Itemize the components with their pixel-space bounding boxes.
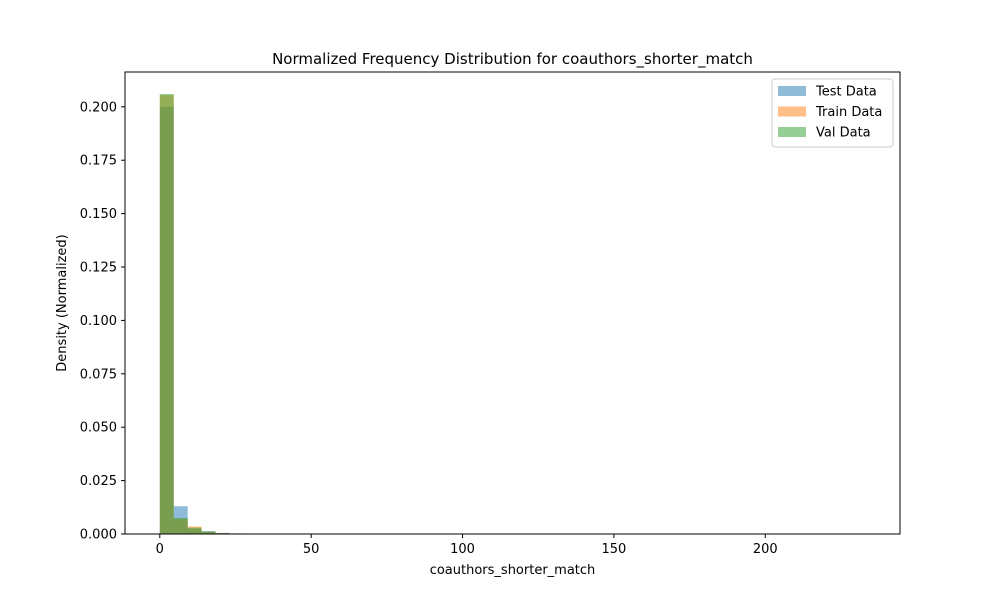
y-tick-label: 0.150 [80,207,117,222]
y-tick-label: 0.125 [80,261,117,276]
y-tick-label: 0.000 [80,528,117,543]
x-tick-label: 100 [450,542,475,557]
y-tick-label: 0.100 [80,314,117,329]
legend-swatch-train-data [778,106,806,117]
axes-layer: 0 50 100 150 200 0.000 0.025 0.050 0.075 0.100 0.1… [80,71,901,557]
x-axis-label: coauthors_shorter_match [430,563,596,578]
plot-frame [124,71,901,535]
legend: Test Data Train Data Val Data [771,78,894,148]
y-axis-label: Density (Normalized) [55,234,70,371]
y-tick-label: 0.050 [80,421,117,436]
y-tick-label: 0.200 [80,100,117,115]
legend-label-val-data: Val Data [816,126,871,141]
bars-layer [159,94,244,534]
bar-val-data-bin-3 [201,531,216,534]
chart-title: Normalized Frequency Distribution for co… [272,50,753,69]
x-tick-label: 0 [156,542,164,557]
x-tick-label: 200 [753,542,778,557]
legend-label-test-data: Test Data [815,85,877,100]
legend-label-train-data: Train Data [815,105,882,120]
legend-swatch-val-data [778,127,806,137]
bar-val-data-bin-0 [159,94,174,534]
bar-val-data-bin-2 [187,527,202,534]
x-tick-label: 150 [602,542,627,557]
bar-val-data-bin-1 [173,517,188,534]
y-tick-label: 0.025 [80,474,117,489]
y-tick-label: 0.175 [80,154,117,169]
y-tick-label: 0.075 [80,367,117,382]
x-tick-label: 50 [303,542,320,557]
legend-swatch-test-data [778,86,806,96]
